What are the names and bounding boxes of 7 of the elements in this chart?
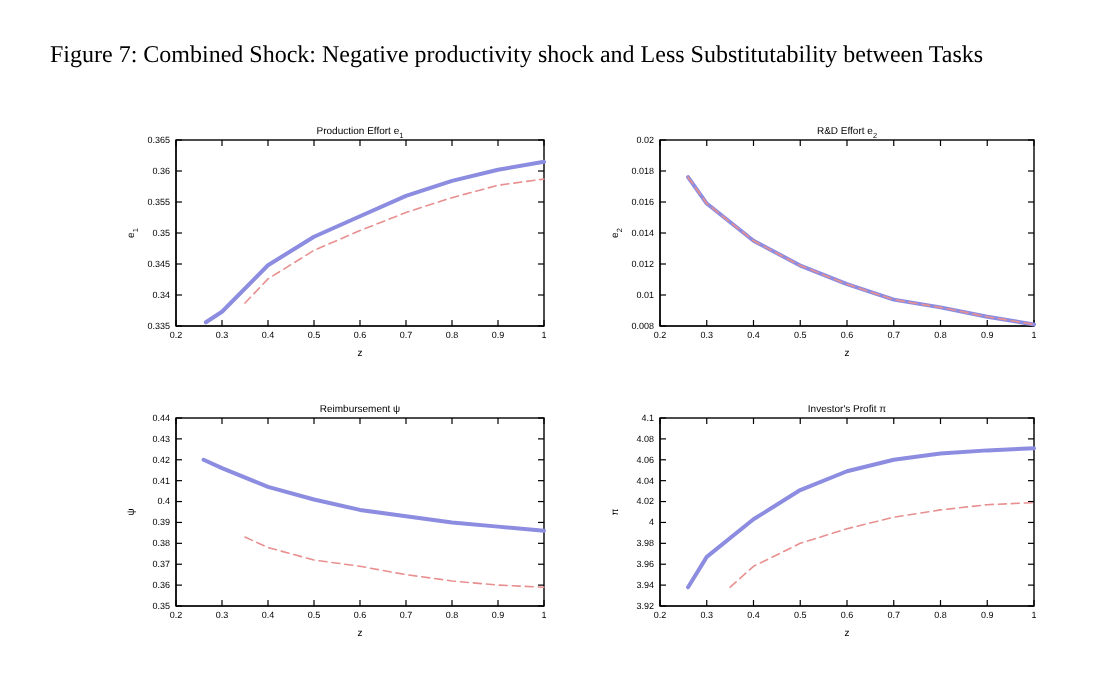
- line-series: [729, 501, 1035, 588]
- caption: Figure 7: Combined Shock: Negative productivity shock and Less Substitutability between Tasks: [50, 40, 986, 68]
- line-series: [244, 536, 545, 588]
- line-series: [686, 446, 1036, 590]
- line-series: [203, 159, 546, 325]
- line-series: [244, 178, 545, 304]
- line-series: [201, 457, 546, 533]
